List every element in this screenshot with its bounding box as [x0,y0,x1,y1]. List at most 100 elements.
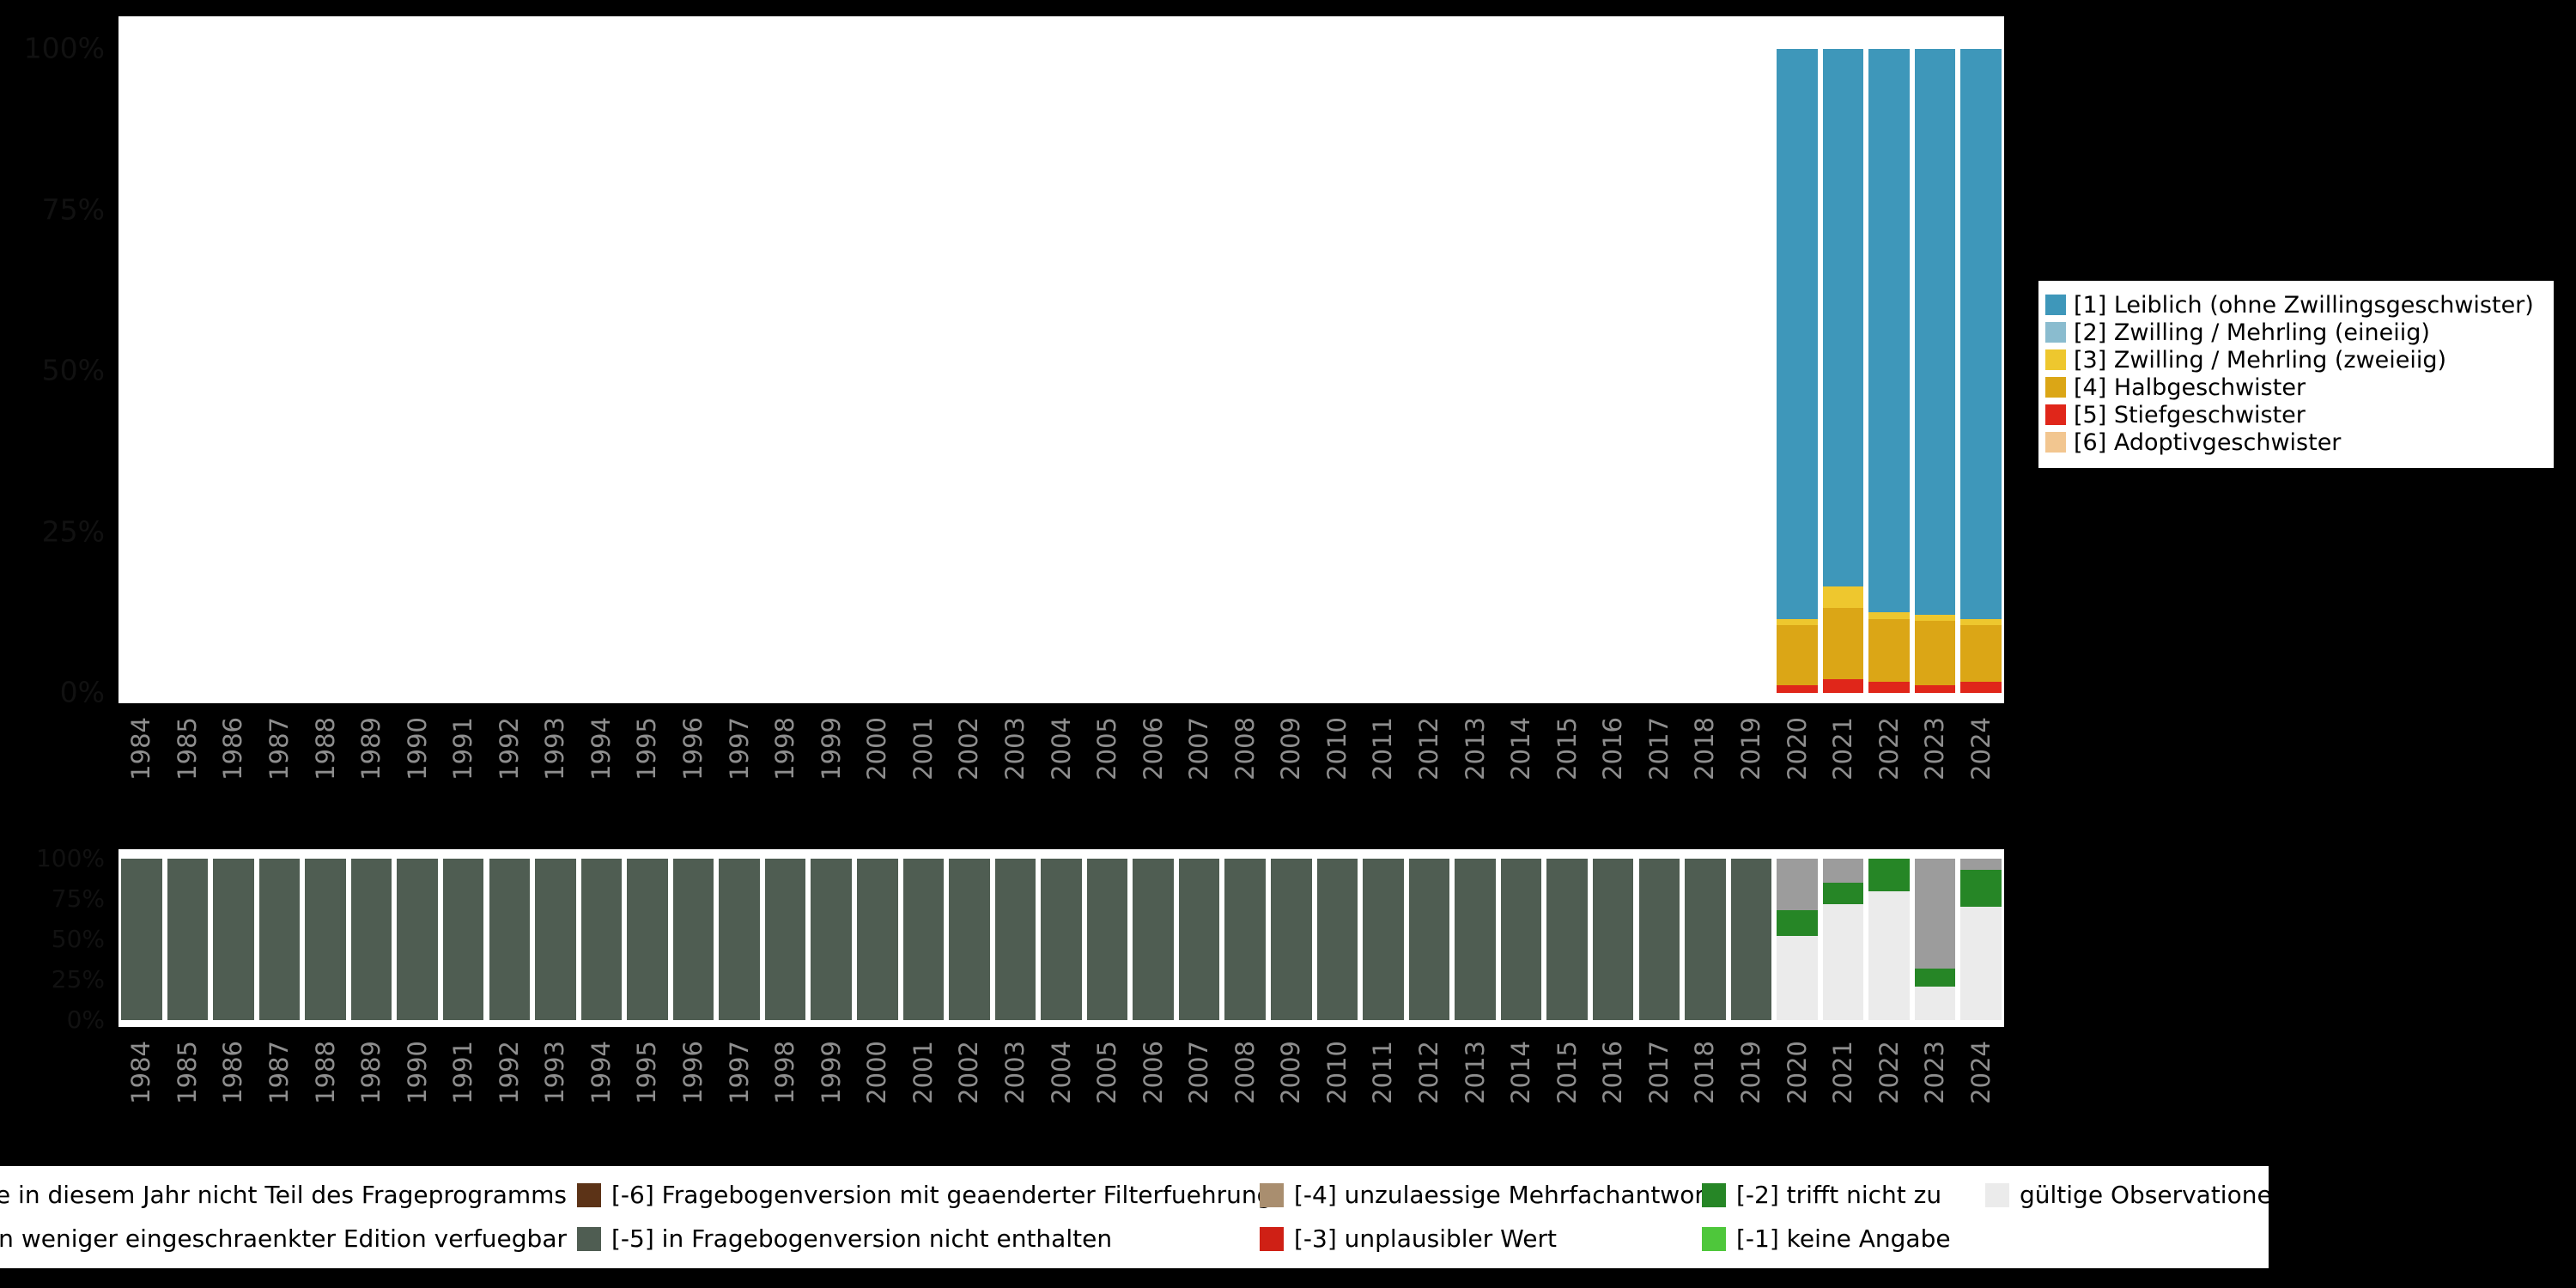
x-axis-tick-label: 2014 [1506,1041,1536,1104]
bar-segment-1991-m5 [442,859,484,1020]
bar-segment-2021-m2 [1822,883,1864,904]
missing-legend-item: [-6] Fragebogenversion mit geaenderter F… [567,1181,1272,1209]
x-axis-tick-label: 1987 [264,1041,294,1104]
y-axis-tick-label: 0% [59,675,105,709]
x-axis-tick: 1989 [349,1041,395,1170]
missing-x-axis: 1984 1985 1986 1987 1988 1989 1990 1991 1992 1993… [118,1041,2004,1170]
x-axis-tick: 2010 [1315,717,1361,846]
legend-swatch-icon [2045,349,2066,370]
x-axis-tick-label: 2009 [1276,1041,1306,1104]
x-axis-tick-label: 1994 [586,1041,616,1104]
x-axis-tick-label: 1984 [126,717,156,781]
x-axis-tick-label: 2018 [1690,717,1720,781]
x-axis-tick: 1988 [302,717,349,846]
x-axis-tick: 2024 [1959,717,2005,846]
bar-segment-1985-m5 [167,859,209,1020]
x-axis-tick-label: 2002 [954,717,984,781]
bar-segment-2010-m5 [1316,859,1358,1020]
x-axis-tick: 1992 [487,717,533,846]
x-axis-tick: 2014 [1498,717,1545,846]
x-axis-tick-label: 2008 [1230,717,1260,781]
bar-segment-2020-valid [1777,936,1818,1020]
x-axis-tick: 2005 [1084,717,1131,846]
missing-legend-item-label: [-2] trifft nicht zu [1736,1181,1942,1209]
x-axis-tick: 2008 [1223,717,1269,846]
bar-segment-2021-valid [1822,903,1864,1020]
y-axis-tick-label: 25% [51,964,105,993]
x-axis-tick: 2011 [1360,1041,1406,1170]
x-axis-tick-label: 1988 [310,1041,340,1104]
x-axis-tick: 2006 [1130,1041,1176,1170]
legend-swatch-icon [2045,377,2066,398]
bar-segment-2014-m5 [1500,859,1542,1020]
x-axis-tick: 1987 [257,1041,303,1170]
missing-legend-item: gültige Observationen [1975,1181,2287,1209]
x-axis-tick-label: 1990 [402,717,432,781]
x-axis-tick-label: 2010 [1321,1041,1352,1104]
bar-segment-2015-m5 [1546,859,1588,1020]
bar-segment-2022-m2 [1868,859,1910,891]
x-axis-tick: 2011 [1360,717,1406,846]
x-axis-tick-label: 2011 [1368,1041,1398,1104]
bar-segment-2024-c4 [1960,625,2002,682]
x-axis-tick-label: 2019 [1735,717,1765,781]
x-axis-tick: 2018 [1682,717,1728,846]
bar-segment-1998-m5 [764,859,806,1020]
legend-swatch-icon [2045,322,2066,343]
bar-segment-1996-m5 [672,859,714,1020]
missing-values-legend: ge in diesem Jahr nicht Teil des Fragepr… [0,1166,2287,1268]
bar-segment-2023-m2 [1914,968,1956,987]
distribution-x-axis: 1984 1985 1986 1987 1988 1989 1990 1991 1992 1993… [118,717,2004,846]
bar-segment-2005-m5 [1086,859,1128,1020]
legend-item-label: [3] Zwilling / Mehrling (zweieiig) [2074,346,2447,374]
x-axis-tick-label: 2006 [1138,1041,1168,1104]
bar-segment-2020-edition [1777,859,1818,911]
x-axis-tick: 1999 [808,1041,854,1170]
x-axis-tick: 1997 [716,717,762,846]
x-axis-tick-label: 2002 [954,1041,984,1104]
missing-legend-item-label: [-3] unplausibler Wert [1294,1224,1557,1253]
x-axis-tick-label: 1984 [126,1041,156,1104]
bar-segment-2023-c4 [1914,621,1956,685]
bar-segment-2002-m5 [949,859,990,1020]
x-axis-tick-label: 2016 [1598,717,1628,781]
x-axis-tick-label: 1993 [540,1041,570,1104]
x-axis-tick: 1993 [532,717,579,846]
x-axis-tick-label: 2023 [1920,1041,1950,1104]
legend-swatch-icon [1702,1182,1726,1207]
x-axis-tick: 1995 [624,717,671,846]
x-axis-tick: 2014 [1498,1041,1545,1170]
x-axis-tick-label: 1985 [172,1041,202,1104]
bar-segment-1989-m5 [350,859,392,1020]
bar-segment-2022-c1 [1868,49,1910,613]
x-axis-tick: 2015 [1544,717,1590,846]
x-axis-tick: 1987 [257,717,303,846]
x-axis-tick: 2024 [1959,1041,2005,1170]
bar-segment-2022-valid [1868,890,1910,1020]
x-axis-tick-label: 1989 [356,717,386,781]
x-axis-tick-label: 2012 [1414,717,1444,781]
missing-legend-item: [-2] trifft nicht zu [1692,1181,1975,1209]
x-axis-tick-label: 2001 [908,1041,938,1104]
missing-legend-item-label: [-1] keine Angabe [1736,1224,1951,1253]
bar-segment-1994-m5 [580,859,623,1020]
bar-segment-2020-c5 [1777,685,1818,693]
x-axis-tick: 2009 [1268,717,1315,846]
bar-segment-2023-edition [1914,859,1956,969]
x-axis-tick: 2022 [1866,717,1912,846]
x-axis-tick: 1998 [762,1041,809,1170]
x-axis-tick: 2021 [1820,717,1867,846]
x-axis-tick: 2015 [1544,1041,1590,1170]
x-axis-tick-label: 1992 [494,1041,524,1104]
x-axis-tick-label: 2023 [1920,717,1950,781]
missing-legend-row: in weniger eingeschraenkter Edition verf… [0,1217,2269,1261]
x-axis-tick: 2001 [901,1041,947,1170]
distribution-chart-panel [118,16,2004,703]
x-axis-tick-label: 2015 [1552,717,1582,781]
bar-segment-2021-c3 [1822,586,1864,608]
x-axis-tick-label: 1993 [540,717,570,781]
x-axis-tick-label: 2000 [862,1041,892,1104]
x-axis-tick: 1988 [302,1041,349,1170]
x-axis-tick: 1990 [394,1041,440,1170]
